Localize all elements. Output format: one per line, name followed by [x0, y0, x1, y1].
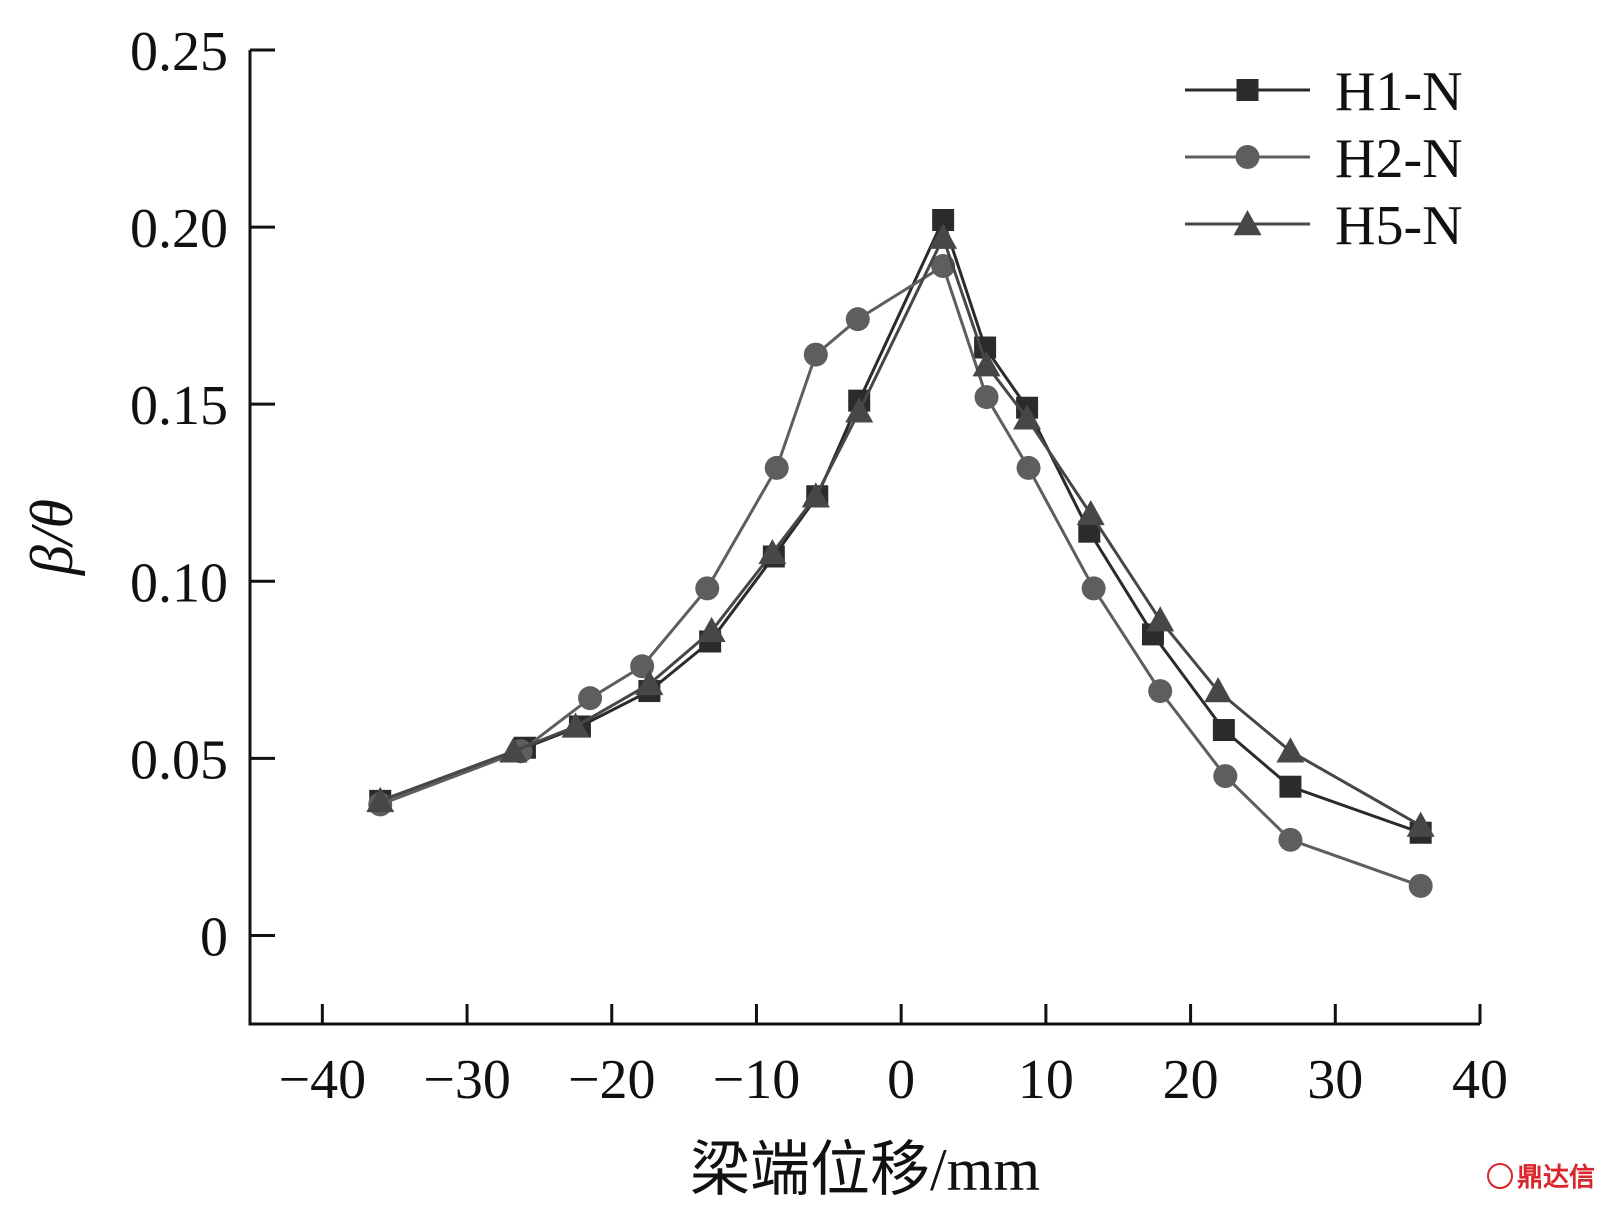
series-line-H1-N [379, 215, 1422, 835]
y-tick-label: 0.15 [130, 375, 228, 437]
x-tick-label: −30 [423, 1049, 511, 1111]
x-tick-label: 20 [1163, 1049, 1219, 1111]
data-point-H2-N [1278, 827, 1303, 852]
watermark-icon [1486, 1162, 1513, 1189]
data-point-H5-N [972, 351, 1001, 377]
axes: −40 −30 −20 −10 0 10 20 30 40 00.050.100.150.200… [130, 21, 1508, 1111]
data-point-H5-N [1146, 606, 1175, 632]
y-axis-ticks: 0 0.05 0.10 0.15 0.20 0.25 [130, 21, 275, 968]
data-point-H5-N [561, 712, 590, 738]
data-point-H2-N [1016, 455, 1041, 480]
data-point-H5-N [635, 669, 664, 696]
data-point-H2-N [695, 576, 720, 601]
watermark-text: 鼎达信 [1516, 1163, 1595, 1193]
data-point-H2-N [1081, 576, 1106, 601]
legend-label: H1-N [1335, 61, 1463, 123]
plot-area [366, 209, 1435, 898]
x-axis-ticks: −40 −30 −20 −10 0 10 20 30 40 [279, 1004, 1508, 1111]
legend-item-H1-N: H1-N [1185, 61, 1463, 123]
y-axis-line [248, 50, 1480, 1026]
legend-marker [1233, 210, 1262, 236]
data-point-H2-N [1148, 679, 1173, 704]
data-point-H5-N [499, 737, 528, 763]
x-tick-label: −20 [568, 1049, 656, 1111]
y-tick-label: 0 [200, 906, 228, 968]
data-point-H5-N [1204, 677, 1233, 703]
data-point-H1-N [1279, 775, 1302, 798]
x-axis-label: 梁端位移/mm [690, 1137, 1040, 1203]
data-point-H5-N [758, 538, 787, 565]
x-tick-label: 10 [1018, 1049, 1074, 1111]
data-point-H5-N [845, 397, 874, 423]
data-point-H5-N [366, 786, 395, 813]
data-point-H5-N [1076, 499, 1105, 526]
legend-marker [1235, 145, 1260, 169]
y-tick-label: 0.25 [130, 21, 228, 83]
y-tick-label: 0.10 [130, 552, 228, 614]
legend-marker [1236, 79, 1259, 101]
x-tick-label: −40 [279, 1049, 367, 1111]
x-tick-label: 0 [887, 1049, 915, 1111]
data-point-H2-N [974, 385, 999, 410]
y-tick-label: 0.05 [130, 729, 228, 791]
watermark-logo: 鼎达信 [1486, 1157, 1595, 1194]
data-point-H5-N [1406, 811, 1435, 837]
legend-label: H2-N [1335, 128, 1463, 190]
data-point-H2-N [1213, 764, 1238, 789]
data-point-H5-N [801, 482, 830, 508]
series-H5-N [366, 223, 1435, 837]
y-tick-label: 0.20 [130, 198, 228, 260]
x-tick-label: 40 [1452, 1049, 1508, 1111]
data-point-H2-N [764, 455, 789, 480]
data-point-H2-N [578, 686, 603, 711]
x-tick-label: 30 [1307, 1049, 1363, 1111]
series-line-H2-N [379, 263, 1422, 888]
legend-item-H2-N: H2-N [1185, 128, 1463, 190]
data-point-H2-N [1408, 873, 1433, 898]
data-point-H5-N [1013, 404, 1042, 430]
data-point-H1-N [932, 209, 955, 232]
y-axis-label: β/θ [19, 499, 85, 576]
legend-label: H5-N [1335, 195, 1463, 257]
data-point-H1-N [1078, 520, 1101, 543]
data-point-H1-N [1212, 719, 1235, 742]
data-point-H2-N [803, 342, 828, 367]
data-point-H5-N [929, 223, 958, 249]
series-line-H5-N [379, 233, 1422, 828]
data-point-H2-N [845, 307, 870, 332]
data-point-H5-N [1276, 737, 1305, 763]
series-H2-N [368, 254, 1433, 898]
data-point-H5-N [697, 616, 726, 643]
legend-item-H5-N: H5-N [1185, 195, 1463, 257]
x-tick-label: −10 [713, 1049, 801, 1111]
legend: H1-NH2-NH5-N [1185, 61, 1463, 257]
